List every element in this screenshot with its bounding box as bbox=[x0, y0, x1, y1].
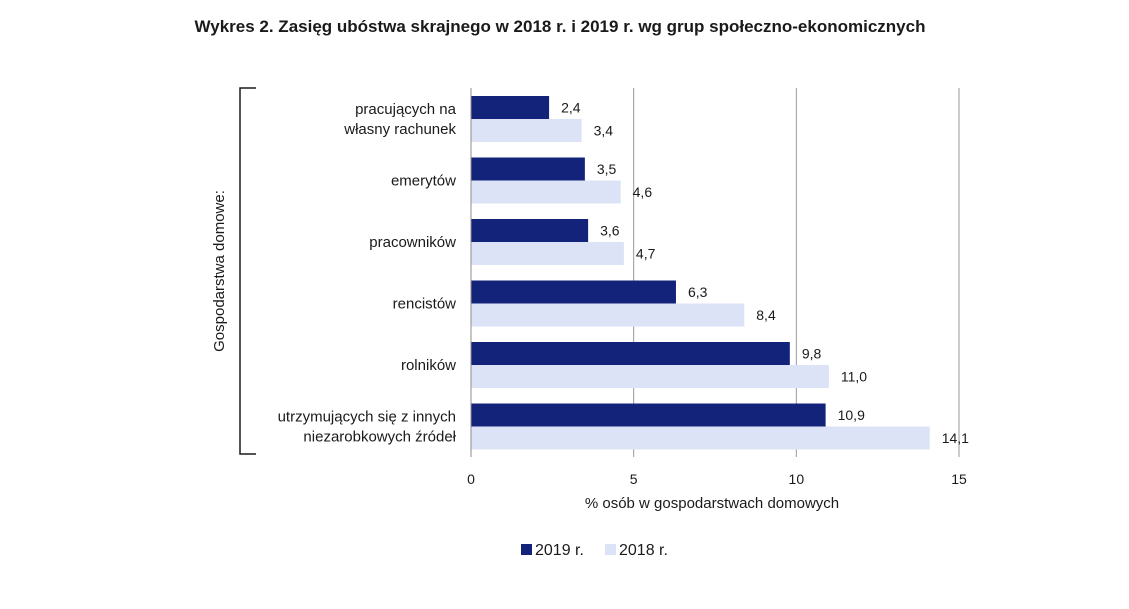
value-label: 4,7 bbox=[636, 246, 656, 262]
gridlines bbox=[633, 88, 960, 457]
chart-title: Wykres 2. Zasięg ubóstwa skrajnego w 201… bbox=[195, 17, 926, 36]
category-label: utrzymujących się z innych bbox=[278, 408, 456, 425]
value-label: 14,1 bbox=[942, 430, 969, 446]
bar-2018-5 bbox=[471, 426, 930, 450]
value-label: 3,4 bbox=[594, 123, 614, 139]
group-axis-label: Gospodarstwa domowe: bbox=[211, 190, 228, 352]
bars bbox=[471, 96, 930, 450]
bar-2018-2 bbox=[471, 242, 624, 265]
bar-2019-0 bbox=[471, 96, 550, 119]
bar-2018-1 bbox=[471, 180, 621, 204]
legend-swatch-2018 bbox=[605, 544, 616, 555]
value-labels: 2,4 3,4 3,5 4,6 3,6 4,7 6,3 8,4 9,8 11,0 10,9 14,1 bbox=[561, 100, 969, 447]
x-tick-label: 10 bbox=[789, 471, 805, 487]
bar-2019-2 bbox=[471, 219, 589, 242]
value-label: 4,6 bbox=[633, 184, 653, 200]
group-bracket bbox=[239, 87, 256, 455]
legend-label: 2019 r. bbox=[535, 542, 584, 559]
legend-label: 2018 r. bbox=[619, 542, 668, 559]
legend: 2019 r. 2018 r. bbox=[521, 542, 668, 559]
value-label: 3,6 bbox=[600, 223, 620, 239]
bar-2019-3 bbox=[471, 280, 676, 304]
bar-2019-4 bbox=[471, 342, 790, 365]
category-label: własny rachunek bbox=[343, 121, 456, 138]
legend-swatch-2019 bbox=[521, 544, 532, 555]
category-label: rencistów bbox=[393, 295, 457, 312]
category-label: rolników bbox=[401, 357, 456, 374]
category-label: niezarobkowych źródeł bbox=[303, 428, 456, 445]
value-label: 11,0 bbox=[841, 369, 867, 385]
x-tick-label: 5 bbox=[630, 471, 638, 487]
x-tick-label: 0 bbox=[467, 471, 475, 487]
bar-2018-0 bbox=[471, 119, 582, 142]
value-label: 3,5 bbox=[597, 161, 617, 177]
x-tick-label: 15 bbox=[951, 471, 967, 487]
bar-2019-5 bbox=[471, 403, 826, 427]
x-axis-title: % osób w gospodarstwach domowych bbox=[585, 495, 839, 512]
x-tick-labels: 0 5 10 15 bbox=[467, 471, 967, 487]
bar-2018-4 bbox=[471, 365, 829, 388]
category-label: pracujących na bbox=[355, 101, 457, 118]
value-label: 6,3 bbox=[688, 284, 708, 300]
category-labels: pracujących na własny rachunek emerytów pra… bbox=[278, 101, 457, 446]
value-label: 10,9 bbox=[838, 407, 865, 423]
bar-2018-3 bbox=[471, 303, 745, 327]
bar-2019-1 bbox=[471, 157, 585, 181]
value-label: 2,4 bbox=[561, 100, 581, 116]
category-label: emerytów bbox=[391, 172, 456, 189]
value-label: 9,8 bbox=[802, 346, 822, 362]
category-label: pracowników bbox=[369, 234, 456, 251]
value-label: 8,4 bbox=[756, 307, 776, 323]
